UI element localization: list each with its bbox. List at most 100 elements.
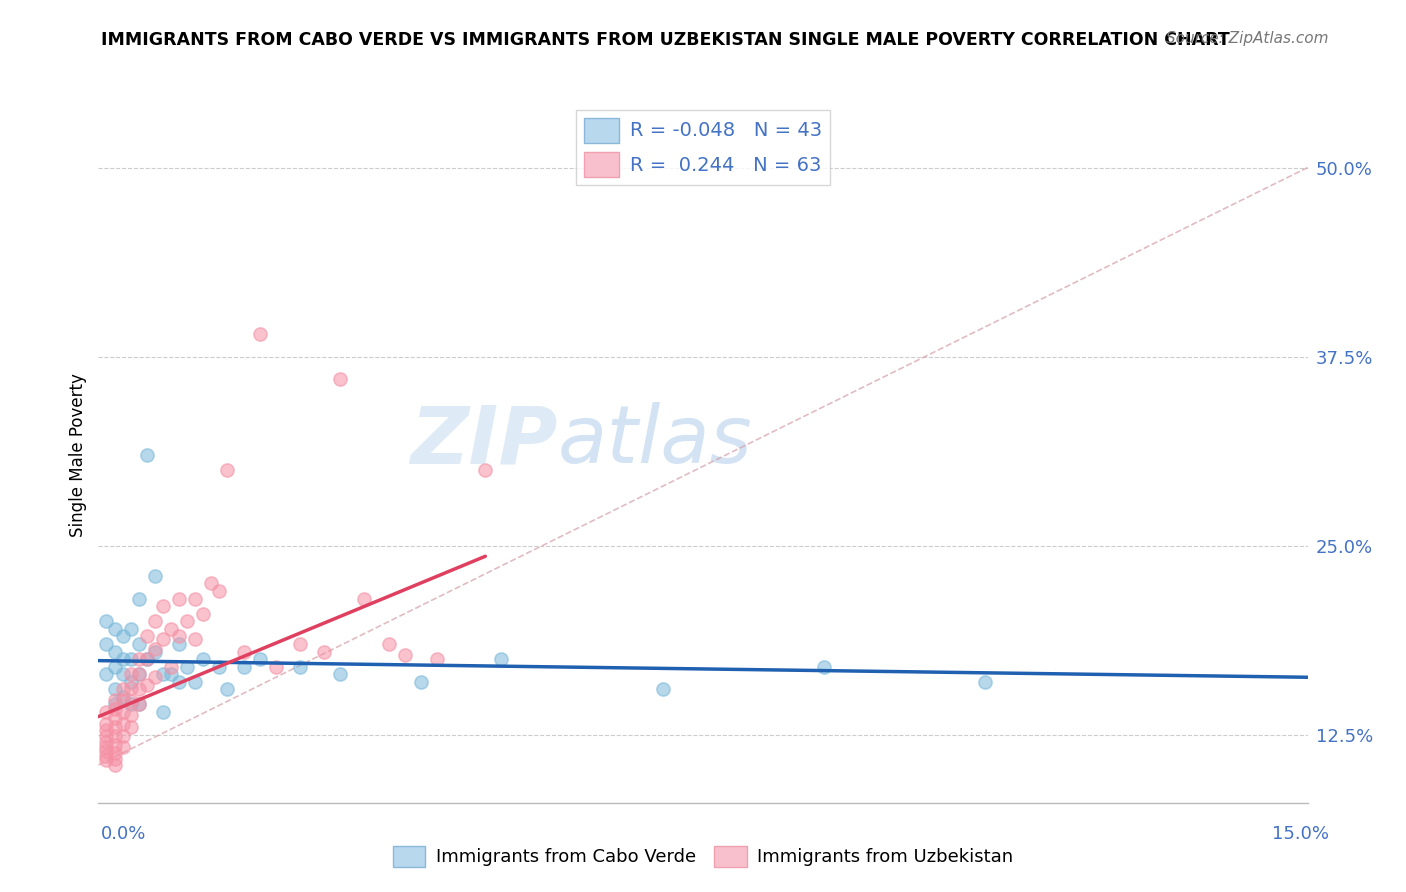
Point xyxy=(111,629,134,643)
Point xyxy=(329,667,352,681)
Point xyxy=(193,652,215,666)
Point xyxy=(167,591,190,606)
Point xyxy=(167,637,190,651)
Point xyxy=(96,729,118,743)
Point xyxy=(160,659,183,673)
Point xyxy=(120,720,142,734)
Text: 0.0%: 0.0% xyxy=(101,825,146,843)
Point xyxy=(96,739,118,754)
Point xyxy=(111,690,134,704)
Point xyxy=(329,372,352,386)
Point xyxy=(96,754,118,768)
Point xyxy=(394,648,416,662)
Point xyxy=(120,652,142,666)
Point xyxy=(96,744,118,758)
Y-axis label: Single Male Poverty: Single Male Poverty xyxy=(69,373,87,537)
Point xyxy=(184,591,207,606)
Point xyxy=(111,682,134,697)
Point xyxy=(167,674,190,689)
Point xyxy=(111,693,134,707)
Point xyxy=(152,632,174,647)
Point xyxy=(135,629,157,643)
Point xyxy=(193,607,215,621)
Point xyxy=(135,448,157,462)
Legend: R = -0.048   N = 43, R =  0.244   N = 63: R = -0.048 N = 43, R = 0.244 N = 63 xyxy=(576,110,830,185)
Point xyxy=(143,644,166,658)
Point xyxy=(128,682,150,697)
Point xyxy=(651,682,673,697)
Point xyxy=(103,752,125,766)
Point xyxy=(103,622,125,636)
Point xyxy=(491,652,513,666)
Point xyxy=(176,615,198,629)
Point xyxy=(103,702,125,716)
Point xyxy=(96,723,118,738)
Point xyxy=(135,652,157,666)
Point xyxy=(167,629,190,643)
Point xyxy=(120,681,142,695)
Point xyxy=(128,637,150,651)
Point xyxy=(288,637,311,651)
Point xyxy=(974,674,997,689)
Point xyxy=(128,698,150,712)
Point xyxy=(143,641,166,656)
Point xyxy=(96,717,118,731)
Point xyxy=(217,682,239,697)
Point xyxy=(103,739,125,753)
Point xyxy=(184,674,207,689)
Point xyxy=(103,746,125,760)
Point xyxy=(120,694,142,708)
Point xyxy=(103,682,125,697)
Point xyxy=(353,591,375,606)
Point xyxy=(314,644,336,658)
Point xyxy=(377,637,399,651)
Point xyxy=(184,632,207,647)
Point xyxy=(264,659,287,673)
Point xyxy=(103,698,125,712)
Point xyxy=(103,758,125,772)
Point xyxy=(474,463,496,477)
Point xyxy=(96,615,118,629)
Point xyxy=(103,659,125,673)
Point xyxy=(135,678,157,692)
Point xyxy=(111,667,134,681)
Point xyxy=(96,748,118,763)
Point xyxy=(96,735,118,749)
Point xyxy=(128,698,150,712)
Point xyxy=(128,667,150,681)
Point xyxy=(111,705,134,719)
Point xyxy=(232,659,254,673)
Point xyxy=(128,652,150,666)
Point xyxy=(208,584,231,599)
Point xyxy=(152,599,174,614)
Point xyxy=(249,652,271,666)
Point xyxy=(143,670,166,684)
Point xyxy=(249,326,271,341)
Point xyxy=(120,667,142,681)
Point xyxy=(120,698,142,712)
Point xyxy=(103,729,125,743)
Point xyxy=(160,667,183,681)
Point xyxy=(96,637,118,651)
Point xyxy=(111,729,134,743)
Point xyxy=(152,667,174,681)
Point xyxy=(111,739,134,754)
Point xyxy=(96,705,118,719)
Point xyxy=(813,659,835,673)
Point xyxy=(232,644,254,658)
Point xyxy=(120,674,142,689)
Point xyxy=(152,705,174,719)
Point xyxy=(160,622,183,636)
Text: IMMIGRANTS FROM CABO VERDE VS IMMIGRANTS FROM UZBEKISTAN SINGLE MALE POVERTY COR: IMMIGRANTS FROM CABO VERDE VS IMMIGRANTS… xyxy=(101,31,1230,49)
Point xyxy=(208,659,231,673)
Point xyxy=(143,615,166,629)
Point xyxy=(128,591,150,606)
Point xyxy=(200,576,222,591)
Point xyxy=(176,659,198,673)
Point xyxy=(120,622,142,636)
Point xyxy=(111,652,134,666)
Text: Source: ZipAtlas.com: Source: ZipAtlas.com xyxy=(1166,31,1329,46)
Point xyxy=(128,667,150,681)
Point xyxy=(217,463,239,477)
Point xyxy=(111,717,134,731)
